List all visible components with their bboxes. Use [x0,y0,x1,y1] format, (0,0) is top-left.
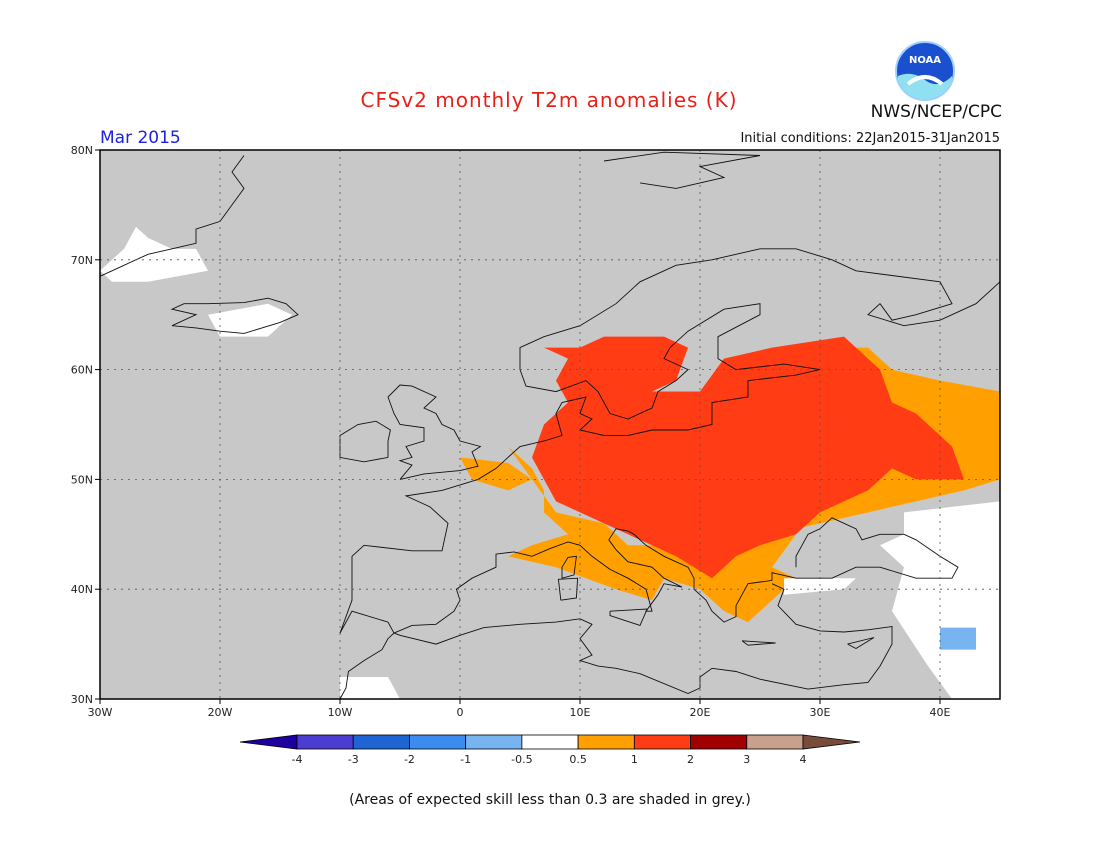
colorbar-tick-label: -3 [348,753,359,766]
coastline-6 [170,297,299,334]
coastline-9 [609,608,648,626]
coastline-13 [603,151,761,189]
map-frame [99,149,1001,700]
colorbar-bin [296,734,354,750]
coastline-8 [557,577,579,601]
forecast-month: Mar 2015 [100,128,181,148]
lon-label: 30E [810,706,831,719]
colorbar-bin [239,734,298,750]
anomaly-neg [940,627,976,650]
anomaly-cells [100,150,1000,699]
colorbar-bin [352,734,410,750]
colorbar-bin [802,734,861,750]
anomaly-1-2-main [532,336,964,579]
lat-label: 70N [71,254,93,267]
lon-label: 20W [208,706,233,719]
lat-label: 50N [71,473,93,486]
colorbar: -4 -3 -2 -1 -0.5 0.5 1 2 3 4 [239,734,861,766]
initial-conditions: Initial conditions: 22Jan2015-31Jan2015 [740,131,1000,146]
colorbar-bin [409,734,467,750]
colorbar-tick-label: 4 [800,753,807,766]
organization-label: NWS/NCEP/CPC [870,102,1002,122]
coastline-7 [561,555,577,579]
neutral-iceland [208,303,292,337]
colorbar-bin [465,734,523,750]
lat-label: 30N [71,693,93,706]
lon-label: 20E [690,706,711,719]
graticule [100,150,1000,699]
colorbar-tick-label: -2 [404,753,415,766]
neutral-africa [340,677,400,699]
colorbar-tick-label: 0.5 [569,753,587,766]
coastline-10 [741,640,776,646]
colorbar-tick-label: 2 [687,753,694,766]
latitude-labels: 80N 70N 60N 50N 40N 30N [71,144,100,706]
colorbar-bins [239,734,861,750]
colorbar-tick-label: 1 [631,753,638,766]
lon-label: 10W [328,706,353,719]
chart-title-text: CFSv2 monthly T2m anomalies (K) [360,88,738,112]
coastline-0 [339,248,1001,634]
lat-label: 40N [71,583,93,596]
anomaly-0.5-1-central [508,446,796,623]
colorbar-bin [577,734,635,750]
lon-label: 30W [88,706,113,719]
logo-text: NOAA [909,55,941,66]
colorbar-tick-label: 3 [743,753,750,766]
colorbar-bin [690,734,748,750]
neutral-turkey [784,578,856,595]
coastline-4 [387,384,482,480]
colorbar-tick-label: -1 [460,753,471,766]
colorbar-tick-label: -0.5 [511,753,532,766]
colorbar-bin [633,734,691,750]
coastline-5 [339,420,391,463]
coastline-12 [99,155,245,277]
lon-label: 0 [457,706,464,719]
neutral-nw [100,226,208,282]
longitude-labels: 30W 20W 10W 0 10E 20E 30E 40E [88,699,951,719]
coastline-3 [339,632,395,700]
lon-label: 40E [930,706,951,719]
lat-label: 60N [71,364,93,377]
colorbar-bin [746,734,804,750]
chart-title: CFSv2 monthly T2m anomalies (K) [0,88,1100,112]
noaa-logo-icon: NOAA [895,41,955,101]
lat-label: 80N [71,144,93,157]
colorbar-bin [521,734,579,750]
colorbar-ticks: -4 -3 -2 -1 -0.5 0.5 1 2 3 4 [292,753,807,766]
lon-label: 10E [570,706,591,719]
skill-footnote: (Areas of expected skill less than 0.3 a… [349,792,751,808]
coastline-11 [847,637,875,650]
colorbar-tick-label: -4 [292,753,303,766]
